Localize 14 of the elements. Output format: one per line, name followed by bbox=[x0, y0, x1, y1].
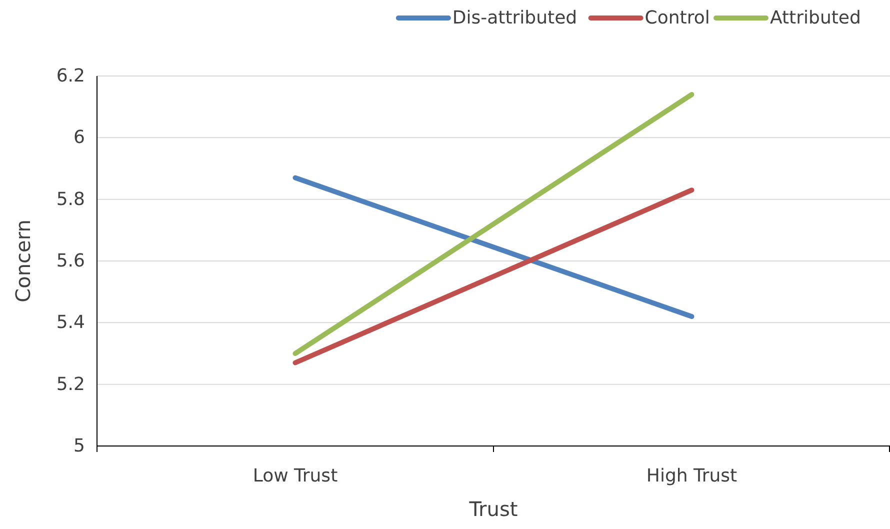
y-tick-label: 5.4 bbox=[56, 312, 85, 334]
y-tick-label: 6.2 bbox=[56, 66, 85, 86]
y-tick-label: 5.8 bbox=[56, 188, 85, 210]
y-tick-label: 5.6 bbox=[56, 250, 85, 272]
y-tick-label: 6 bbox=[74, 127, 85, 148]
x-tick-label: High Trust bbox=[646, 466, 738, 486]
legend-label: Dis-attributed bbox=[452, 8, 578, 28]
y-tick-label: 5 bbox=[74, 436, 85, 456]
y-tick-label: 5.2 bbox=[56, 374, 85, 395]
legend-label: Attributed bbox=[770, 8, 861, 28]
legend-label: Control bbox=[644, 8, 710, 28]
x-axis-title: Trust bbox=[468, 497, 518, 521]
x-tick-label: Low Trust bbox=[252, 466, 338, 486]
y-axis-title: Concern bbox=[11, 220, 35, 302]
